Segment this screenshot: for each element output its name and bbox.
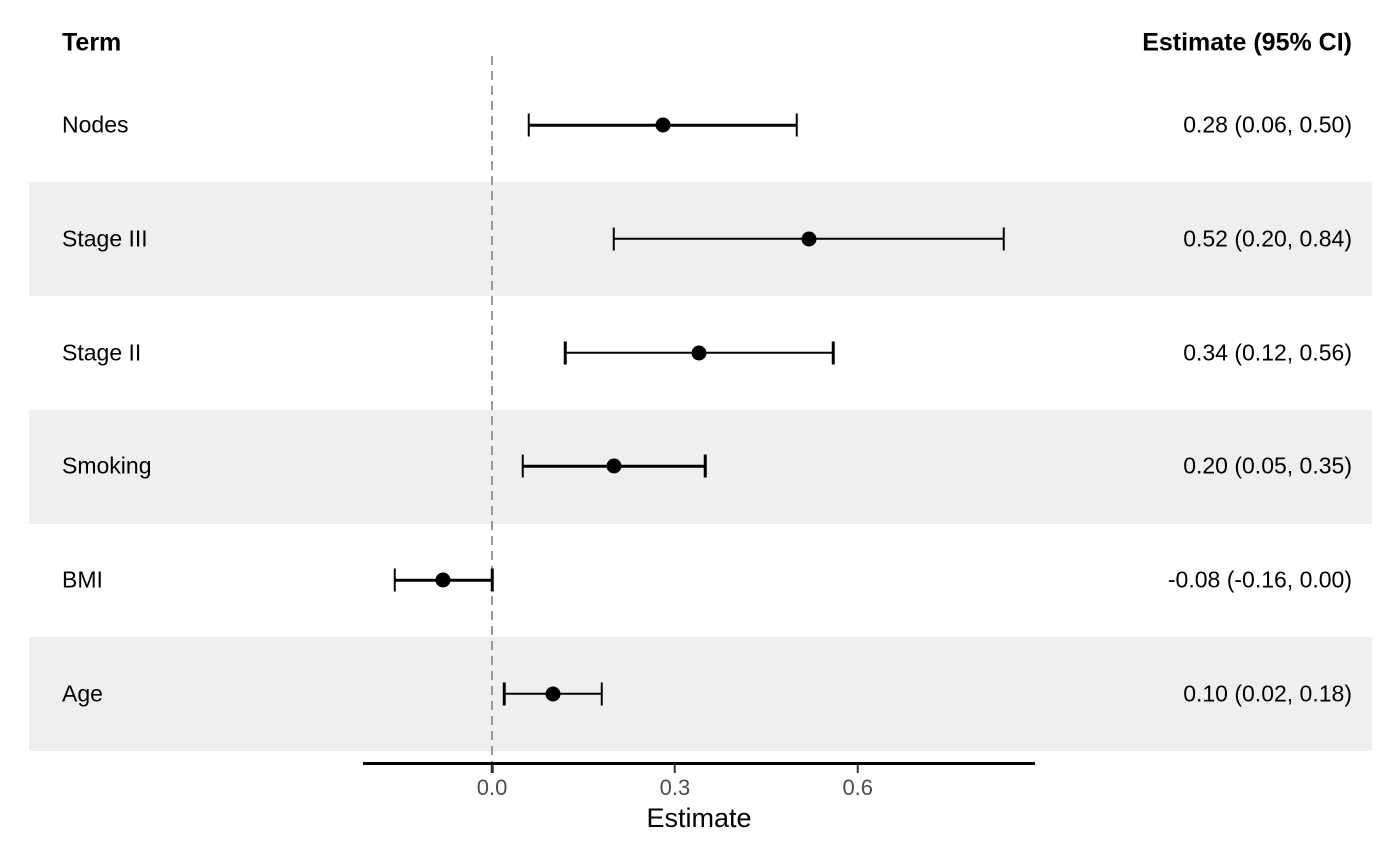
ci-cap-low bbox=[393, 568, 396, 592]
ci-cap-high bbox=[832, 341, 835, 365]
x-axis-tick-label: 0.0 bbox=[476, 775, 508, 800]
estimate-ci-label: -0.08 (-0.16, 0.00) bbox=[1167, 566, 1352, 593]
term-column-header: Term bbox=[62, 28, 122, 57]
x-axis-line bbox=[363, 762, 1035, 765]
estimate-point bbox=[655, 117, 671, 133]
x-axis-tick bbox=[673, 765, 677, 773]
estimate-point bbox=[801, 231, 817, 247]
ci-cap-low bbox=[521, 454, 524, 478]
estimate-ci-label: 0.52 (0.20, 0.84) bbox=[1183, 225, 1352, 252]
x-axis-title: Estimate bbox=[646, 803, 752, 833]
ci-cap-low bbox=[503, 682, 506, 706]
estimate-point bbox=[691, 345, 707, 361]
ci-cap-high bbox=[600, 682, 604, 706]
x-axis-tick-label: 0.6 bbox=[842, 775, 874, 800]
ci-cap-low bbox=[527, 113, 530, 137]
term-label: Stage II bbox=[62, 339, 142, 366]
ci-cap-high bbox=[795, 113, 799, 137]
row-stripe bbox=[29, 637, 1372, 752]
x-axis-tick-label: 0.3 bbox=[659, 775, 691, 800]
estimate-point bbox=[545, 686, 561, 702]
ci-cap-low bbox=[612, 227, 616, 251]
estimate-ci-label: 0.34 (0.12, 0.56) bbox=[1183, 339, 1352, 366]
estimate-point bbox=[606, 458, 622, 474]
estimate-ci-label: 0.20 (0.05, 0.35) bbox=[1183, 452, 1352, 479]
term-label: BMI bbox=[62, 566, 103, 593]
term-label: Nodes bbox=[62, 111, 129, 138]
term-label: Age bbox=[62, 680, 103, 707]
estimate-point bbox=[435, 572, 451, 588]
ci-cap-low bbox=[563, 341, 567, 365]
ci-cap-high bbox=[1002, 227, 1006, 251]
term-label: Smoking bbox=[62, 452, 152, 479]
x-axis-tick bbox=[856, 765, 859, 773]
estimate-ci-label: 0.10 (0.02, 0.18) bbox=[1183, 680, 1352, 707]
ci-cap-high bbox=[704, 454, 707, 478]
x-axis-tick bbox=[490, 765, 494, 773]
estimate-column-header: Estimate (95% CI) bbox=[1142, 28, 1352, 57]
estimate-ci-label: 0.28 (0.06, 0.50) bbox=[1183, 111, 1352, 138]
term-label: Stage III bbox=[62, 225, 148, 252]
zero-reference-line bbox=[491, 56, 493, 764]
ci-cap-high bbox=[490, 568, 494, 592]
